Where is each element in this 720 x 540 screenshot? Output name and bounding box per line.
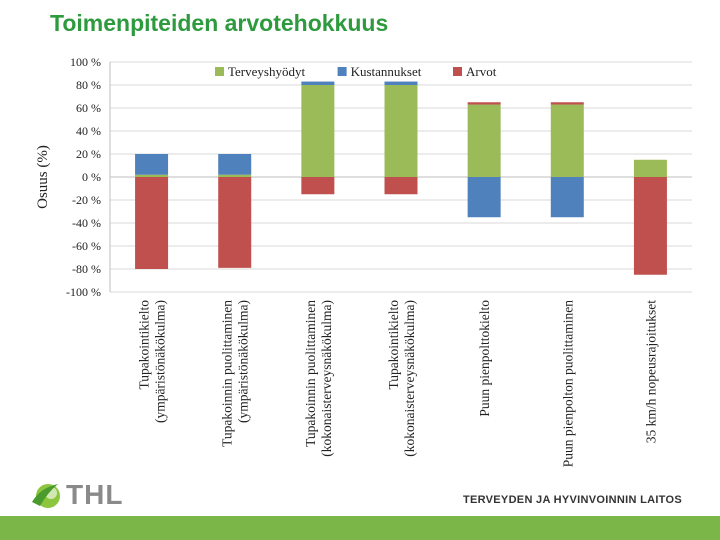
x-tick-label: Puun pienpolton puolittaminen [560,300,575,467]
legend-swatch [337,67,347,76]
legend-swatch [215,67,224,76]
bar-segment [550,177,584,218]
y-tick-label: -20 % [72,193,101,207]
x-tick-label-line: Tupakointikielto [137,300,152,390]
legend-label: Arvot [466,64,497,79]
legend-label: Kustannukset [351,64,422,79]
footer-text: TERVEYDEN JA HYVINVOINNIN LAITOS [462,494,682,506]
bar-segment [467,102,501,105]
y-tick-label: 0 % [82,170,101,184]
stacked-bar-chart: 100 % 80 % 60 % 40 % 20 % 0 % -20 % -40 % -60 % -… [35,55,692,467]
bar-segment [135,177,169,269]
x-tick-label: Tupakoinnin puolittaminen (ympäristönäkök… [220,300,251,447]
bar-segment [384,177,418,195]
bar-segment [384,85,418,177]
x-tick-label-line: Puun pienpolttokielto [477,300,492,417]
x-tick-label-line: (kokonaisterveysnäkökulma) [319,300,334,457]
bar-segment [467,104,501,177]
y-tick-label: 80 % [76,78,101,92]
y-tick-label: 60 % [76,101,101,115]
x-tick-label-line: 35 km/h nopeusrajoitukset [643,300,658,443]
bar-segment [218,174,252,177]
x-tick-label: 35 km/h nopeusrajoitukset [643,300,658,443]
legend-label: Terveyshyödyt [228,64,305,79]
bar-segment [301,177,335,195]
y-tick-label: 20 % [76,147,101,161]
x-tick-label-line: Tupakointikielto [386,300,401,390]
y-axis-label: Osuus (%) [35,145,51,209]
bar-segment [135,154,169,175]
bar-segment [218,177,252,268]
slide-title: Toimenpiteiden arvotehokkuus [50,10,389,36]
x-tick-label-line: Tupakoinnin puolittaminen [220,300,235,447]
x-tick-label: Puun pienpolttokielto [477,300,492,417]
x-tick-label: Tupakointikielto (kokonaisterveysnäkökulm… [386,300,417,457]
x-tick-label-line: Puun pienpolton puolittaminen [560,300,575,467]
y-tick-label: -40 % [72,216,101,230]
bar-segment [633,177,667,275]
x-tick-label: Tupakoinnin puolittaminen (kokonaistervey… [303,300,334,457]
x-tick-label-line: Tupakoinnin puolittaminen [303,300,318,447]
x-tick-label: Tupakointikielto (ympäristönäkökulma) [137,300,168,423]
legend-swatch [453,67,462,76]
y-tick-label: 100 % [70,55,101,69]
logo-text: THL [66,479,124,510]
thl-logo: THL [30,476,140,516]
leaf-icon [32,484,60,508]
bar-segment [301,85,335,177]
bar-segment [550,104,584,177]
bar-segment [467,177,501,218]
bar-segment [384,81,418,85]
y-tick-label: -80 % [72,262,101,276]
bar-segment [633,159,667,177]
x-tick-label-line: (ympäristönäkökulma) [236,300,251,423]
x-tick-label-line: (kokonaisterveysnäkökulma) [402,300,417,457]
y-tick-label: 40 % [76,124,101,138]
bar-segment [550,102,584,105]
bar-segment [135,174,169,177]
bar-segment [218,154,252,175]
x-tick-label-line: (ympäristönäkökulma) [153,300,168,423]
footer-bar [0,516,720,540]
y-tick-label: -60 % [72,239,101,253]
y-tick-label: -100 % [66,285,101,299]
bar-segment [301,81,335,85]
